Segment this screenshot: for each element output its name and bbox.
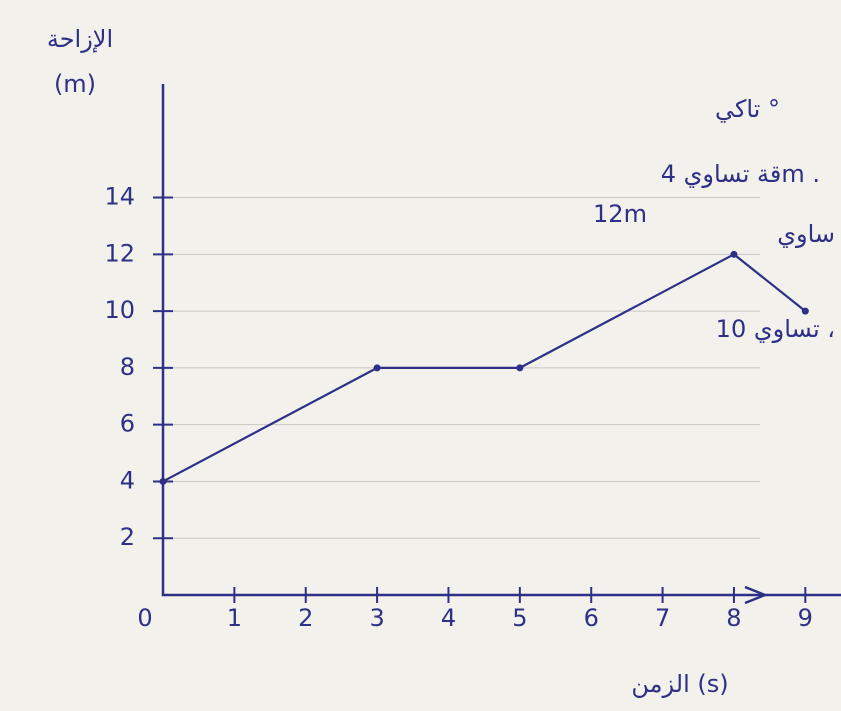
x-tick-label: 6 [584,604,599,632]
x-tick-label: 9 [798,604,813,632]
annotation: ساوي [777,220,835,248]
x-tick-label: 2 [298,604,313,632]
data-point [801,307,809,315]
x-arrow [744,585,769,605]
y-tick-label: 8 [120,353,135,381]
x-tick-label: 1 [227,604,242,632]
y-tick-label: 6 [120,410,135,438]
y-tick-label: 14 [104,183,135,211]
x-axis-label: الزمن (s) [631,670,728,698]
x-tick-label: 3 [369,604,384,632]
data-point [159,477,167,485]
y-tick-label: 4 [120,466,135,494]
x-tick-label: 8 [726,604,741,632]
data-point [373,364,381,372]
x-tick-label: 7 [655,604,670,632]
y-tick-label: 10 [104,296,135,324]
axes [161,84,841,597]
annotation: قة تساوي 4m . [661,160,820,188]
y-axis-label: الإزاحة [47,25,113,53]
y-axis-unit: (m) [54,70,96,98]
annotation: 12m [593,200,647,228]
x-tick-label: 4 [441,604,456,632]
x-tick-label: 0 [137,604,152,632]
data-point [516,364,524,372]
data-point [730,250,738,258]
y-tick-label: 12 [104,239,135,267]
annotation: تاكي ° [715,95,780,123]
x-tick-label: 5 [512,604,527,632]
annotation: تساوي 10 ، [716,315,835,343]
y-tick-label: 2 [120,523,135,551]
